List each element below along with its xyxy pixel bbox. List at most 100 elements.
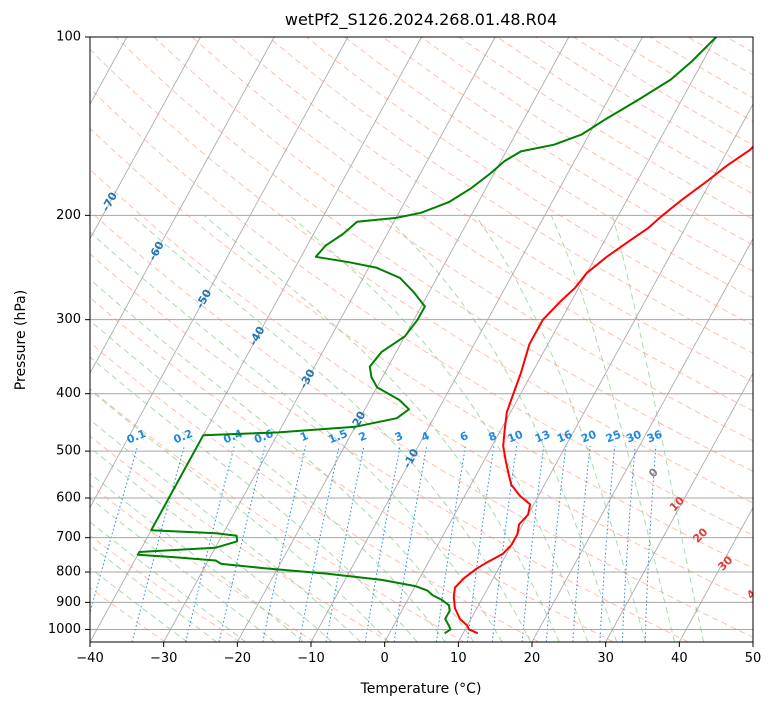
dry-adiabat-line	[268, 37, 753, 354]
dry-adiabat-line	[115, 37, 753, 473]
y-tick-label: 100	[56, 30, 81, 45]
mixing-ratio-line	[644, 445, 657, 642]
dry-adiabat-line	[90, 484, 315, 642]
mixing-ratio-line	[435, 445, 466, 642]
y-tick-label: 1000	[48, 622, 81, 637]
mixing-ratio-label: 25	[604, 428, 623, 446]
mixing-ratio-line	[545, 445, 567, 642]
mixing-ratio-lines	[90, 445, 657, 642]
temperature-profile-line	[452, 145, 753, 635]
dry-adiabat-line	[90, 253, 689, 642]
y-tick-label: 500	[56, 444, 81, 459]
moist-adiabat-line	[90, 521, 246, 642]
isotherm-line	[605, 372, 753, 642]
dry-adiabat-line	[90, 435, 390, 642]
y-axis-label: Pressure (hPa)	[13, 290, 29, 390]
dry-adiabat-label: 40	[744, 581, 764, 601]
mixing-ratio-label: 16	[555, 428, 574, 446]
mixing-ratio-line	[218, 445, 266, 642]
dry-adiabat-line	[90, 296, 614, 642]
moist-adiabat-line	[90, 472, 304, 642]
y-tick-label: 900	[56, 595, 81, 610]
dry-adiabat-line	[90, 48, 753, 504]
y-axis-ticks: 100 200 300 400 500 600 700 800 900 1000	[48, 30, 90, 637]
mixing-ratio-line	[90, 445, 139, 615]
mixing-ratio-label: 13	[533, 428, 552, 446]
mixing-ratio-line	[467, 445, 495, 642]
x-tick-label: 0	[381, 651, 389, 666]
x-tick-label: 40	[671, 651, 688, 666]
mixing-ratio-label: 3	[393, 429, 405, 444]
mixing-ratio-line	[491, 445, 518, 642]
dry-adiabat-line	[90, 388, 465, 642]
pressure-gridlines	[90, 37, 753, 630]
moist-adiabat-line	[90, 319, 446, 642]
isotherm-line	[310, 37, 643, 642]
isotherm-line	[384, 37, 717, 642]
moist-adiabat-line	[474, 215, 647, 642]
x-tick-label: −40	[76, 651, 103, 666]
dewpoint-profile-line	[136, 37, 717, 635]
isotherm-line	[531, 237, 753, 642]
mixing-ratio-label: 8	[487, 429, 499, 444]
dry-adiabat-line	[90, 87, 753, 536]
y-tick-label: 700	[56, 530, 81, 545]
x-tick-label: 20	[524, 651, 541, 666]
mixing-ratio-line	[599, 445, 616, 642]
plot-frame	[89, 36, 754, 643]
isotherm-line	[90, 37, 201, 240]
mixing-ratio-line	[621, 445, 636, 642]
isotherm-line	[678, 506, 753, 642]
y-tick-label: 600	[56, 491, 81, 506]
moist-adiabat-line	[90, 446, 333, 642]
x-tick-label: −20	[224, 651, 251, 666]
mixing-ratio-line	[521, 445, 545, 642]
isotherm-line	[90, 37, 422, 642]
moist-adiabat-line	[611, 215, 705, 642]
mixing-ratio-label: 36	[645, 428, 664, 446]
mixing-ratio-line	[364, 445, 401, 642]
moist-adiabat-line	[90, 356, 418, 642]
moist-adiabat-line	[90, 497, 275, 642]
moist-adiabat-line	[203, 214, 560, 642]
isotherm-line	[90, 37, 349, 509]
y-tick-label: 200	[56, 208, 81, 223]
moist-adiabat-line	[90, 544, 217, 642]
moist-adiabat-line	[90, 419, 361, 642]
isotherm-line	[90, 37, 275, 375]
mixing-ratio-label: 30	[624, 428, 643, 446]
x-tick-label: 10	[450, 651, 467, 666]
y-tick-label: 300	[56, 312, 81, 327]
dry-adiabat-line	[90, 534, 241, 642]
moist-adiabat-line	[90, 389, 390, 642]
moist-adiabat-line	[131, 214, 532, 642]
plot-area: -100-90-80-70-60-50-40-30-20-100.10.20.4…	[90, 37, 764, 642]
dry-adiabat-line	[306, 37, 753, 326]
x-tick-label: −30	[150, 651, 177, 666]
isotherm-line	[163, 37, 496, 642]
mixing-ratio-line	[325, 445, 365, 642]
x-tick-label: 50	[745, 651, 762, 666]
y-tick-label: 800	[56, 565, 81, 580]
mixing-ratio-line	[262, 445, 307, 642]
x-axis-ticks: −40 −30 −20 −10 0 10 20 30 40 50	[76, 642, 761, 666]
dry-adiabat-line	[90, 168, 753, 603]
moist-adiabat-line	[90, 567, 188, 642]
x-tick-label: 30	[597, 651, 614, 666]
mixing-ratio-label: 10	[506, 428, 525, 446]
dry-adiabat-line	[153, 37, 753, 442]
mixing-ratio-line	[185, 445, 235, 642]
mixing-ratio-line	[298, 445, 340, 642]
chart-title: wetPf2_S126.2024.268.01.48.R04	[285, 10, 557, 30]
mixing-ratio-label: 1	[298, 429, 310, 444]
dry-adiabat-line	[90, 127, 753, 569]
mixing-ratio-label: 20	[579, 428, 598, 446]
isotherm-line	[236, 37, 570, 642]
y-tick-label: 400	[56, 386, 81, 401]
x-axis-label: Temperature (°C)	[360, 681, 482, 697]
dry-adiabat-line	[90, 341, 540, 642]
sounding-series	[136, 37, 753, 635]
moist-adiabat-line	[384, 214, 618, 642]
